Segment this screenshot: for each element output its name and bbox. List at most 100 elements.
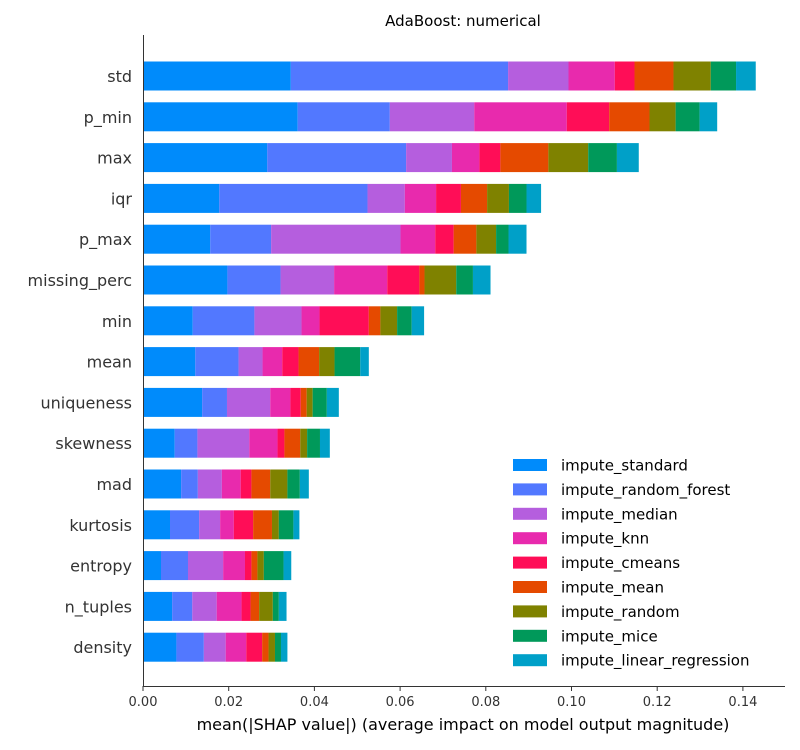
bar-density-impute_median [203,632,226,662]
bar-n_tuples-impute_mice [272,591,279,621]
bar-uniqueness-impute_random [306,387,313,417]
bar-density-impute_random [268,632,275,662]
bar-uniqueness-impute_standard [143,387,203,417]
bar-min-impute_cmeans [319,306,369,336]
bar-mad-impute_linear_regression [299,469,309,499]
category-label-density: density [73,638,132,657]
category-label-max: max [97,149,132,168]
bar-density-impute_knn [225,632,247,662]
category-label-skewness: skewness [55,434,132,453]
bar-skewness-impute_cmeans [277,428,285,458]
category-label-mad: mad [96,475,132,494]
bar-entropy-impute_linear_regression [283,551,292,581]
bar-missing_perc-impute_random_forest [227,265,281,295]
legend-label-impute_mice: impute_mice [561,627,658,646]
legend-swatch-impute_cmeans [513,556,547,569]
bar-mean-impute_linear_regression [360,347,369,377]
legend-swatch-impute_knn [513,532,547,545]
bar-min-impute_median [254,306,302,336]
bar-missing_perc-impute_median [280,265,335,295]
bar-skewness-impute_standard [143,428,175,458]
bar-p_min-impute_knn [474,102,567,132]
bar-mean-impute_random_forest [195,347,239,377]
bar-uniqueness-impute_median [226,387,271,417]
legend-label-impute_standard: impute_standard [561,457,688,476]
bar-mad-impute_standard [143,469,182,499]
category-label-kurtosis: kurtosis [69,516,132,535]
bar-density-impute_mice [274,632,281,662]
bar-std-impute_mice [710,61,737,91]
x-axis-label: mean(|SHAP value|) (average impact on mo… [197,715,730,734]
bar-skewness-impute_mean [284,428,301,458]
bar-missing_perc-impute_cmeans [387,265,420,295]
bar-p_max-impute_knn [400,224,436,254]
bar-uniqueness-impute_mean [300,387,307,417]
legend-label-impute_random: impute_random [561,603,680,622]
bar-p_min-impute_mice [675,102,700,132]
x-tick-label: 0.00 [129,695,158,710]
bar-skewness-impute_knn [249,428,278,458]
bar-p_max-impute_mice [496,224,509,254]
bar-iqr-impute_mice [508,183,527,213]
bar-entropy-impute_mice [263,551,284,581]
bar-mean-impute_mean [298,347,320,377]
bar-max-impute_random [548,143,589,173]
bar-mad-impute_random_forest [181,469,198,499]
bar-n_tuples-impute_random_forest [172,591,193,621]
category-label-missing_perc: missing_perc [28,271,132,291]
category-label-min: min [102,312,132,331]
x-tick-label: 0.08 [471,695,500,710]
bar-n_tuples-impute_median [192,591,217,621]
bar-n_tuples-impute_linear_regression [278,591,287,621]
bar-n_tuples-impute_knn [216,591,242,621]
legend: impute_standard impute_random_forestimput… [513,457,749,671]
bar-iqr-impute_median [367,183,405,213]
bar-skewness-impute_median [197,428,250,458]
bar-kurtosis-impute_median [199,510,221,540]
bar-entropy-impute_median [187,551,224,581]
bars-group [143,61,756,662]
bar-uniqueness-impute_knn [270,387,291,417]
bar-max-impute_mean [500,143,549,173]
bar-min-impute_random_forest [192,306,255,336]
legend-swatch-impute_median [513,507,547,520]
legend-swatch-impute_standard [513,459,547,471]
bar-max-impute_cmeans [479,143,501,173]
bar-min-impute_knn [301,306,320,336]
bar-min-impute_mice [397,306,412,336]
bar-p_max-impute_linear_regression [508,224,527,254]
bar-mad-impute_mean [251,469,271,499]
bar-n_tuples-impute_random [259,591,273,621]
bar-density-impute_standard [143,632,177,662]
bar-uniqueness-impute_random_forest [202,387,227,417]
legend-label-impute_cmeans: impute_cmeans [561,554,680,573]
bar-std-impute_random_forest [290,61,509,91]
bar-density-impute_random_forest [176,632,204,662]
bar-kurtosis-impute_random [271,510,279,540]
bar-missing_perc-impute_linear_regression [472,265,491,295]
bar-n_tuples-impute_mean [250,591,260,621]
bar-density-impute_cmeans [246,632,263,662]
bar-mad-impute_median [197,469,222,499]
bar-iqr-impute_linear_regression [526,183,542,213]
bar-kurtosis-impute_standard [143,510,170,540]
bar-kurtosis-impute_random_forest [170,510,200,540]
legend-label-impute_linear_regression: impute_linear_regression [561,652,749,671]
bar-skewness-impute_linear_regression [319,428,330,458]
bar-std-impute_median [508,61,569,91]
bar-mad-impute_random [270,469,288,499]
category-label-p_max: p_max [79,230,132,250]
category-label-entropy: entropy [70,557,132,576]
bar-kurtosis-impute_mean [253,510,272,540]
legend-swatch-impute_random [513,605,547,618]
bar-max-impute_random_forest [267,143,407,173]
x-tick-label: 0.12 [643,695,672,710]
x-tick-label: 0.10 [557,695,586,710]
legend-label-impute_median: impute_median [561,505,678,524]
bar-min-impute_mean [368,306,381,336]
bar-skewness-impute_random [300,428,308,458]
category-label-mean: mean [87,353,132,372]
bar-missing_perc-impute_standard [143,265,228,295]
